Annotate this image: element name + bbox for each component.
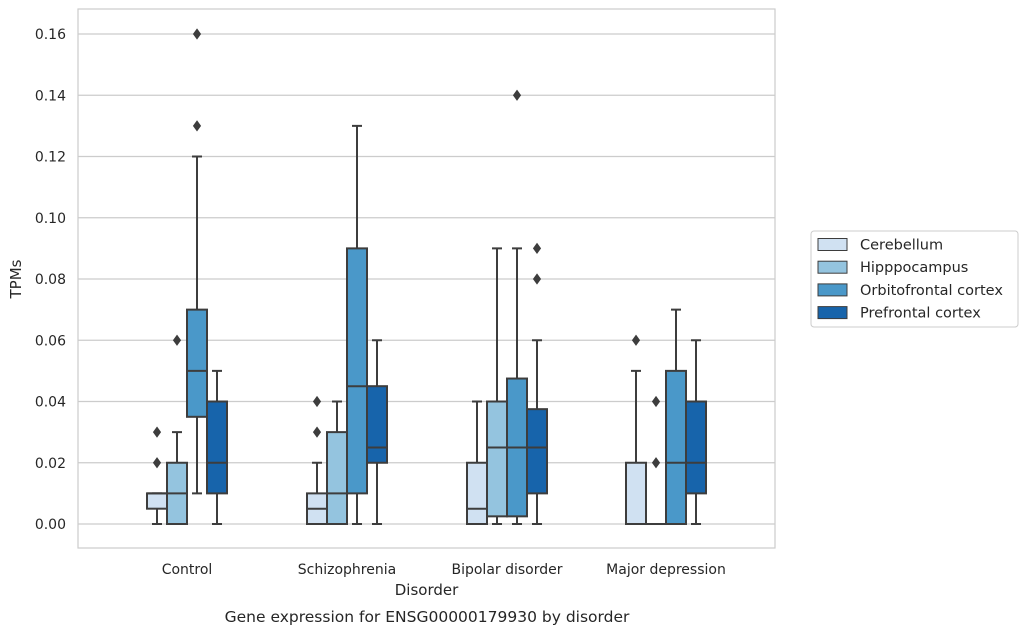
legend-label: Prefrontal cortex — [860, 306, 981, 322]
box-body — [367, 386, 387, 463]
y-tick-label: 0.02 — [35, 456, 66, 472]
legend-label: Orbitofrontal cortex — [860, 283, 1003, 299]
chart-caption: Gene expression for ENSG00000179930 by d… — [225, 608, 630, 626]
box-body — [187, 310, 207, 417]
legend-swatch — [818, 239, 847, 251]
box-body — [527, 409, 547, 493]
legend-label: Hipppocampus — [860, 260, 968, 276]
y-tick-label: 0.06 — [35, 333, 66, 349]
box-body — [626, 463, 646, 524]
box-body — [686, 402, 706, 494]
y-tick-label: 0.12 — [35, 150, 66, 166]
legend: Cerebellum Hipppocampus Orbitofrontal cort… — [811, 231, 1018, 327]
y-tick-label: 0.10 — [35, 211, 66, 227]
x-tick-label: Bipolar disorder — [451, 562, 562, 578]
y-tick-label: 0.08 — [35, 272, 66, 288]
box-body — [207, 402, 227, 494]
y-tick-label: 0.14 — [35, 88, 66, 104]
legend-swatch — [818, 261, 847, 273]
y-tick-label: 0.16 — [35, 27, 66, 43]
y-axis-title: TPMs — [7, 259, 25, 299]
legend-swatch — [818, 284, 847, 296]
y-tick-label: 0.00 — [35, 517, 66, 533]
x-tick-label: Schizophrenia — [298, 562, 396, 578]
box-body — [347, 248, 367, 493]
box-body — [666, 371, 686, 524]
y-tick-labels: 0.00 0.02 0.04 0.06 0.08 0.10 0.12 0.14 0.16 — [35, 27, 66, 533]
x-tick-label: Major depression — [606, 562, 726, 578]
box-body — [327, 432, 347, 524]
x-axis-title: Disorder — [395, 581, 459, 599]
legend-label: Cerebellum — [860, 238, 943, 254]
box-body — [147, 493, 167, 508]
box-body — [487, 402, 507, 517]
legend-swatch — [818, 307, 847, 319]
box-body — [467, 463, 487, 524]
x-tick-label: Control — [162, 562, 213, 578]
y-tick-label: 0.04 — [35, 395, 66, 411]
